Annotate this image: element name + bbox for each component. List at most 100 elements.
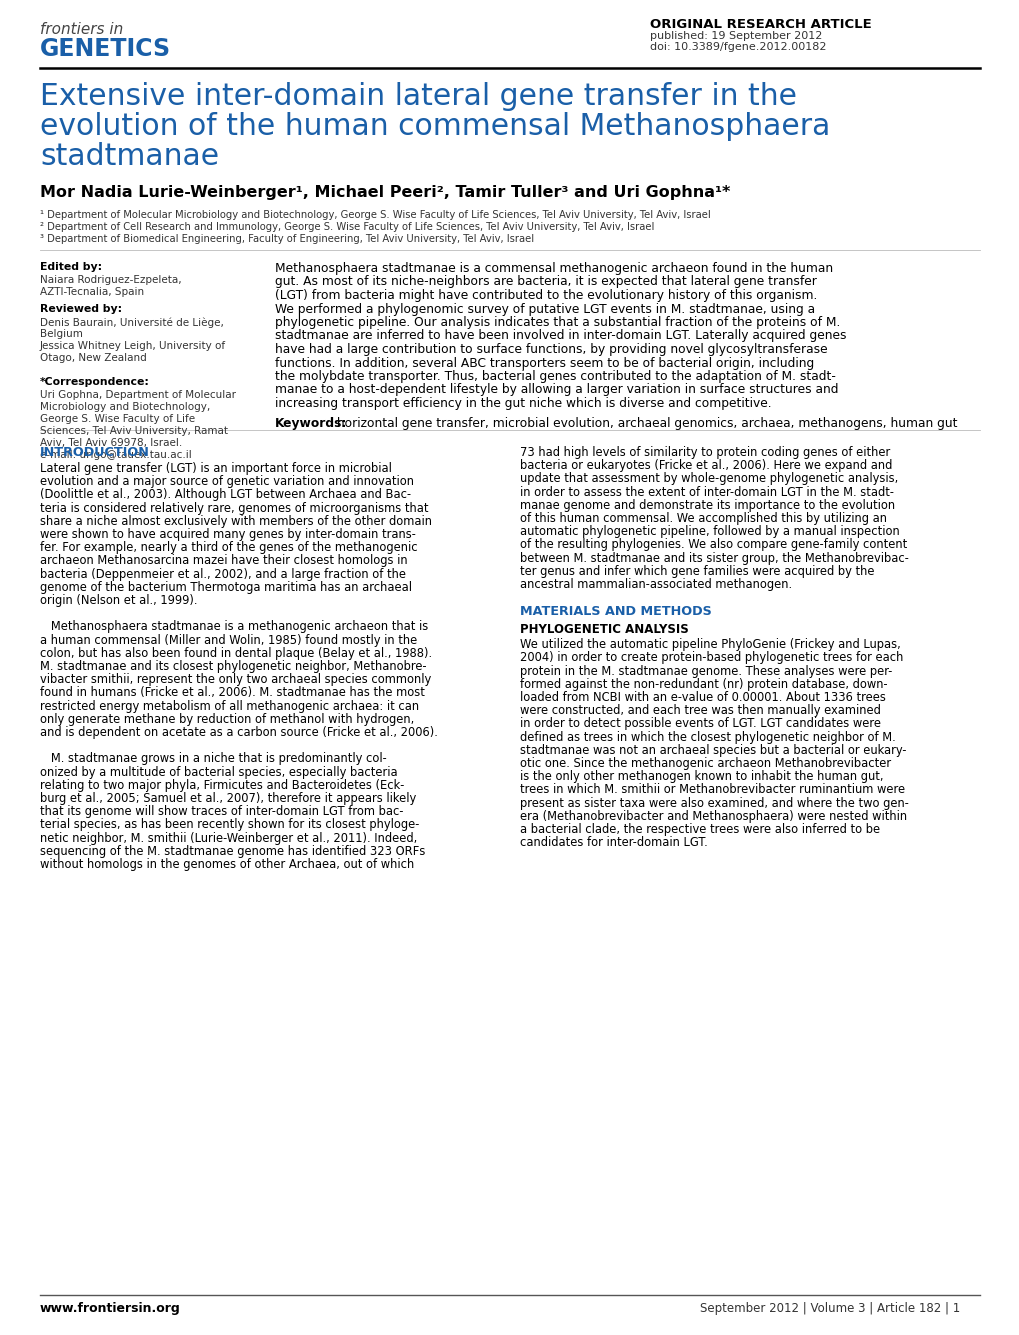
Text: of the resulting phylogenies. We also compare gene-family content: of the resulting phylogenies. We also co… bbox=[520, 538, 906, 551]
Text: increasing transport efficiency in the gut niche which is diverse and competitiv: increasing transport efficiency in the g… bbox=[275, 396, 770, 410]
Text: e-mail: urigo@tauex.tau.ac.il: e-mail: urigo@tauex.tau.ac.il bbox=[40, 450, 192, 461]
Text: and is dependent on acetate as a carbon source (Fricke et al., 2006).: and is dependent on acetate as a carbon … bbox=[40, 726, 437, 740]
Text: without homologs in the genomes of other Archaea, out of which: without homologs in the genomes of other… bbox=[40, 858, 414, 870]
Text: teria is considered relatively rare, genomes of microorganisms that: teria is considered relatively rare, gen… bbox=[40, 502, 428, 514]
Text: of this human commensal. We accomplished this by utilizing an: of this human commensal. We accomplished… bbox=[520, 513, 887, 525]
Text: sequencing of the M. stadtmanae genome has identified 323 ORFs: sequencing of the M. stadtmanae genome h… bbox=[40, 845, 425, 858]
Text: manae genome and demonstrate its importance to the evolution: manae genome and demonstrate its importa… bbox=[520, 499, 895, 511]
Text: Extensive inter-domain lateral gene transfer in the: Extensive inter-domain lateral gene tran… bbox=[40, 81, 796, 111]
Text: ORIGINAL RESEARCH ARTICLE: ORIGINAL RESEARCH ARTICLE bbox=[649, 17, 871, 31]
Text: defined as trees in which the closest phylogenetic neighbor of M.: defined as trees in which the closest ph… bbox=[520, 730, 895, 744]
Text: doi: 10.3389/fgene.2012.00182: doi: 10.3389/fgene.2012.00182 bbox=[649, 41, 825, 52]
Text: Aviv, Tel Aviv 69978, Israel.: Aviv, Tel Aviv 69978, Israel. bbox=[40, 438, 182, 449]
Text: MATERIALS AND METHODS: MATERIALS AND METHODS bbox=[520, 605, 711, 618]
Text: fer. For example, nearly a third of the genes of the methanogenic: fer. For example, nearly a third of the … bbox=[40, 541, 417, 554]
Text: phylogenetic pipeline. Our analysis indicates that a substantial fraction of the: phylogenetic pipeline. Our analysis indi… bbox=[275, 316, 840, 328]
Text: (Doolittle et al., 2003). Although LGT between Archaea and Bac-: (Doolittle et al., 2003). Although LGT b… bbox=[40, 489, 411, 502]
Text: gut. As most of its niche-neighbors are bacteria, it is expected that lateral ge: gut. As most of its niche-neighbors are … bbox=[275, 275, 816, 288]
Text: published: 19 September 2012: published: 19 September 2012 bbox=[649, 31, 821, 41]
Text: candidates for inter-domain LGT.: candidates for inter-domain LGT. bbox=[520, 836, 707, 849]
Text: a human commensal (Miller and Wolin, 1985) found mostly in the: a human commensal (Miller and Wolin, 198… bbox=[40, 634, 417, 646]
Text: manae to a host-dependent lifestyle by allowing a larger variation in surface st: manae to a host-dependent lifestyle by a… bbox=[275, 383, 838, 396]
Text: stadtmanae was not an archaeal species but a bacterial or eukary-: stadtmanae was not an archaeal species b… bbox=[520, 744, 906, 757]
Text: in order to detect possible events of LGT. LGT candidates were: in order to detect possible events of LG… bbox=[520, 717, 880, 730]
Text: colon, but has also been found in dental plaque (Belay et al., 1988).: colon, but has also been found in dental… bbox=[40, 646, 432, 659]
Text: Methanosphaera stadtmanae is a methanogenic archaeon that is: Methanosphaera stadtmanae is a methanoge… bbox=[40, 621, 428, 633]
Text: Jessica Whitney Leigh, University of: Jessica Whitney Leigh, University of bbox=[40, 340, 226, 351]
Text: protein in the M. stadtmanae genome. These analyses were per-: protein in the M. stadtmanae genome. The… bbox=[520, 665, 892, 678]
Text: Keywords:: Keywords: bbox=[275, 417, 347, 430]
Text: burg et al., 2005; Samuel et al., 2007), therefore it appears likely: burg et al., 2005; Samuel et al., 2007),… bbox=[40, 792, 416, 805]
Text: loaded from NCBI with an e-value of 0.00001. About 1336 trees: loaded from NCBI with an e-value of 0.00… bbox=[520, 692, 886, 704]
Text: that its genome will show traces of inter-domain LGT from bac-: that its genome will show traces of inte… bbox=[40, 805, 404, 818]
Text: AZTI-Tecnalia, Spain: AZTI-Tecnalia, Spain bbox=[40, 287, 144, 296]
Text: in order to assess the extent of inter-domain LGT in the M. stadt-: in order to assess the extent of inter-d… bbox=[520, 486, 893, 498]
Text: frontiers in: frontiers in bbox=[40, 21, 123, 37]
Text: ³ Department of Biomedical Engineering, Faculty of Engineering, Tel Aviv Univers: ³ Department of Biomedical Engineering, … bbox=[40, 234, 534, 244]
Text: horizontal gene transfer, microbial evolution, archaeal genomics, archaea, metha: horizontal gene transfer, microbial evol… bbox=[332, 417, 957, 430]
Text: were shown to have acquired many genes by inter-domain trans-: were shown to have acquired many genes b… bbox=[40, 529, 416, 541]
Text: otic one. Since the methanogenic archaeon Methanobrevibacter: otic one. Since the methanogenic archaeo… bbox=[520, 757, 891, 770]
Text: GENETICS: GENETICS bbox=[40, 37, 171, 61]
Text: update that assessment by whole-genome phylogenetic analysis,: update that assessment by whole-genome p… bbox=[520, 473, 898, 486]
Text: Uri Gophna, Department of Molecular: Uri Gophna, Department of Molecular bbox=[40, 390, 235, 400]
Text: only generate methane by reduction of methanol with hydrogen,: only generate methane by reduction of me… bbox=[40, 713, 414, 726]
Text: genome of the bacterium Thermotoga maritima has an archaeal: genome of the bacterium Thermotoga marit… bbox=[40, 581, 412, 594]
Text: Naiara Rodriguez-Ezpeleta,: Naiara Rodriguez-Ezpeleta, bbox=[40, 275, 181, 284]
Text: INTRODUCTION: INTRODUCTION bbox=[40, 446, 150, 459]
Text: ter genus and infer which gene families were acquired by the: ter genus and infer which gene families … bbox=[520, 565, 873, 578]
Text: archaeon Methanosarcina mazei have their closest homologs in: archaeon Methanosarcina mazei have their… bbox=[40, 554, 408, 567]
Text: trees in which M. smithii or Methanobrevibacter ruminantium were: trees in which M. smithii or Methanobrev… bbox=[520, 784, 904, 797]
Text: We utilized the automatic pipeline PhyloGenie (Frickey and Lupas,: We utilized the automatic pipeline Phylo… bbox=[520, 638, 900, 651]
Text: stadtmanae are inferred to have been involved in inter-domain LGT. Laterally acq: stadtmanae are inferred to have been inv… bbox=[275, 330, 846, 343]
Text: 2004) in order to create protein-based phylogenetic trees for each: 2004) in order to create protein-based p… bbox=[520, 651, 903, 665]
Text: *Correspondence:: *Correspondence: bbox=[40, 376, 150, 387]
Text: automatic phylogenetic pipeline, followed by a manual inspection: automatic phylogenetic pipeline, followe… bbox=[520, 525, 899, 538]
Text: Mor Nadia Lurie-Weinberger¹, Michael Peeri², Tamir Tuller³ and Uri Gophna¹*: Mor Nadia Lurie-Weinberger¹, Michael Pee… bbox=[40, 186, 730, 200]
Text: found in humans (Fricke et al., 2006). M. stadtmanae has the most: found in humans (Fricke et al., 2006). M… bbox=[40, 686, 425, 700]
Text: www.frontiersin.org: www.frontiersin.org bbox=[40, 1302, 180, 1315]
Text: present as sister taxa were also examined, and where the two gen-: present as sister taxa were also examine… bbox=[520, 797, 908, 809]
Text: PHYLOGENETIC ANALYSIS: PHYLOGENETIC ANALYSIS bbox=[520, 623, 688, 637]
Text: onized by a multitude of bacterial species, especially bacteria: onized by a multitude of bacterial speci… bbox=[40, 765, 397, 778]
Text: Methanosphaera stadtmanae is a commensal methanogenic archaeon found in the huma: Methanosphaera stadtmanae is a commensal… bbox=[275, 262, 833, 275]
Text: relating to two major phyla, Firmicutes and Bacteroidetes (Eck-: relating to two major phyla, Firmicutes … bbox=[40, 778, 404, 792]
Text: vibacter smithii, represent the only two archaeal species commonly: vibacter smithii, represent the only two… bbox=[40, 673, 431, 686]
Text: is the only other methanogen known to inhabit the human gut,: is the only other methanogen known to in… bbox=[520, 770, 882, 784]
Text: ¹ Department of Molecular Microbiology and Biotechnology, George S. Wise Faculty: ¹ Department of Molecular Microbiology a… bbox=[40, 210, 710, 220]
Text: bacteria or eukaryotes (Fricke et al., 2006). Here we expand and: bacteria or eukaryotes (Fricke et al., 2… bbox=[520, 459, 892, 473]
Text: evolution of the human commensal Methanosphaera: evolution of the human commensal Methano… bbox=[40, 112, 829, 142]
Text: Denis Baurain, Université de Liège,: Denis Baurain, Université de Liège, bbox=[40, 316, 223, 327]
Text: terial species, as has been recently shown for its closest phyloge-: terial species, as has been recently sho… bbox=[40, 818, 419, 832]
Text: share a niche almost exclusively with members of the other domain: share a niche almost exclusively with me… bbox=[40, 515, 432, 527]
Text: ancestral mammalian-associated methanogen.: ancestral mammalian-associated methanoge… bbox=[520, 578, 792, 591]
Text: Lateral gene transfer (LGT) is an important force in microbial: Lateral gene transfer (LGT) is an import… bbox=[40, 462, 391, 475]
Text: era (Methanobrevibacter and Methanosphaera) were nested within: era (Methanobrevibacter and Methanosphae… bbox=[520, 810, 906, 822]
Text: the molybdate transporter. Thus, bacterial genes contributed to the adaptation o: the molybdate transporter. Thus, bacteri… bbox=[275, 370, 835, 383]
Text: origin (Nelson et al., 1999).: origin (Nelson et al., 1999). bbox=[40, 594, 198, 607]
Text: 73 had high levels of similarity to protein coding genes of either: 73 had high levels of similarity to prot… bbox=[520, 446, 890, 459]
Text: restricted energy metabolism of all methanogenic archaea: it can: restricted energy metabolism of all meth… bbox=[40, 700, 419, 713]
Text: M. stadtmanae grows in a niche that is predominantly col-: M. stadtmanae grows in a niche that is p… bbox=[40, 753, 386, 765]
Text: Edited by:: Edited by: bbox=[40, 262, 102, 272]
Text: formed against the non-redundant (nr) protein database, down-: formed against the non-redundant (nr) pr… bbox=[520, 678, 887, 690]
Text: Otago, New Zealand: Otago, New Zealand bbox=[40, 352, 147, 363]
Text: stadtmanae: stadtmanae bbox=[40, 142, 219, 171]
Text: bacteria (Deppenmeier et al., 2002), and a large fraction of the: bacteria (Deppenmeier et al., 2002), and… bbox=[40, 567, 406, 581]
Text: We performed a phylogenomic survey of putative LGT events in M. stadtmanae, usin: We performed a phylogenomic survey of pu… bbox=[275, 303, 814, 315]
Text: a bacterial clade, the respective trees were also inferred to be: a bacterial clade, the respective trees … bbox=[520, 822, 879, 836]
Text: were constructed, and each tree was then manually examined: were constructed, and each tree was then… bbox=[520, 704, 880, 717]
Text: between M. stadtmanae and its sister group, the Methanobrevibac-: between M. stadtmanae and its sister gro… bbox=[520, 551, 908, 565]
Text: Belgium: Belgium bbox=[40, 328, 83, 339]
Text: Reviewed by:: Reviewed by: bbox=[40, 304, 122, 314]
Text: Microbiology and Biotechnology,: Microbiology and Biotechnology, bbox=[40, 402, 210, 413]
Text: netic neighbor, M. smithii (Lurie-Weinberger et al., 2011). Indeed,: netic neighbor, M. smithii (Lurie-Weinbe… bbox=[40, 832, 417, 845]
Text: functions. In addition, several ABC transporters seem to be of bacterial origin,: functions. In addition, several ABC tran… bbox=[275, 356, 813, 370]
Text: Sciences, Tel Aviv University, Ramat: Sciences, Tel Aviv University, Ramat bbox=[40, 426, 228, 437]
Text: evolution and a major source of genetic variation and innovation: evolution and a major source of genetic … bbox=[40, 475, 414, 489]
Text: (LGT) from bacteria might have contributed to the evolutionary history of this o: (LGT) from bacteria might have contribut… bbox=[275, 288, 816, 302]
Text: M. stadtmanae and its closest phylogenetic neighbor, Methanobre-: M. stadtmanae and its closest phylogenet… bbox=[40, 659, 426, 673]
Text: George S. Wise Faculty of Life: George S. Wise Faculty of Life bbox=[40, 414, 195, 425]
Text: September 2012 | Volume 3 | Article 182 | 1: September 2012 | Volume 3 | Article 182 … bbox=[699, 1302, 959, 1315]
Text: have had a large contribution to surface functions, by providing novel glycosylt: have had a large contribution to surface… bbox=[275, 343, 826, 356]
